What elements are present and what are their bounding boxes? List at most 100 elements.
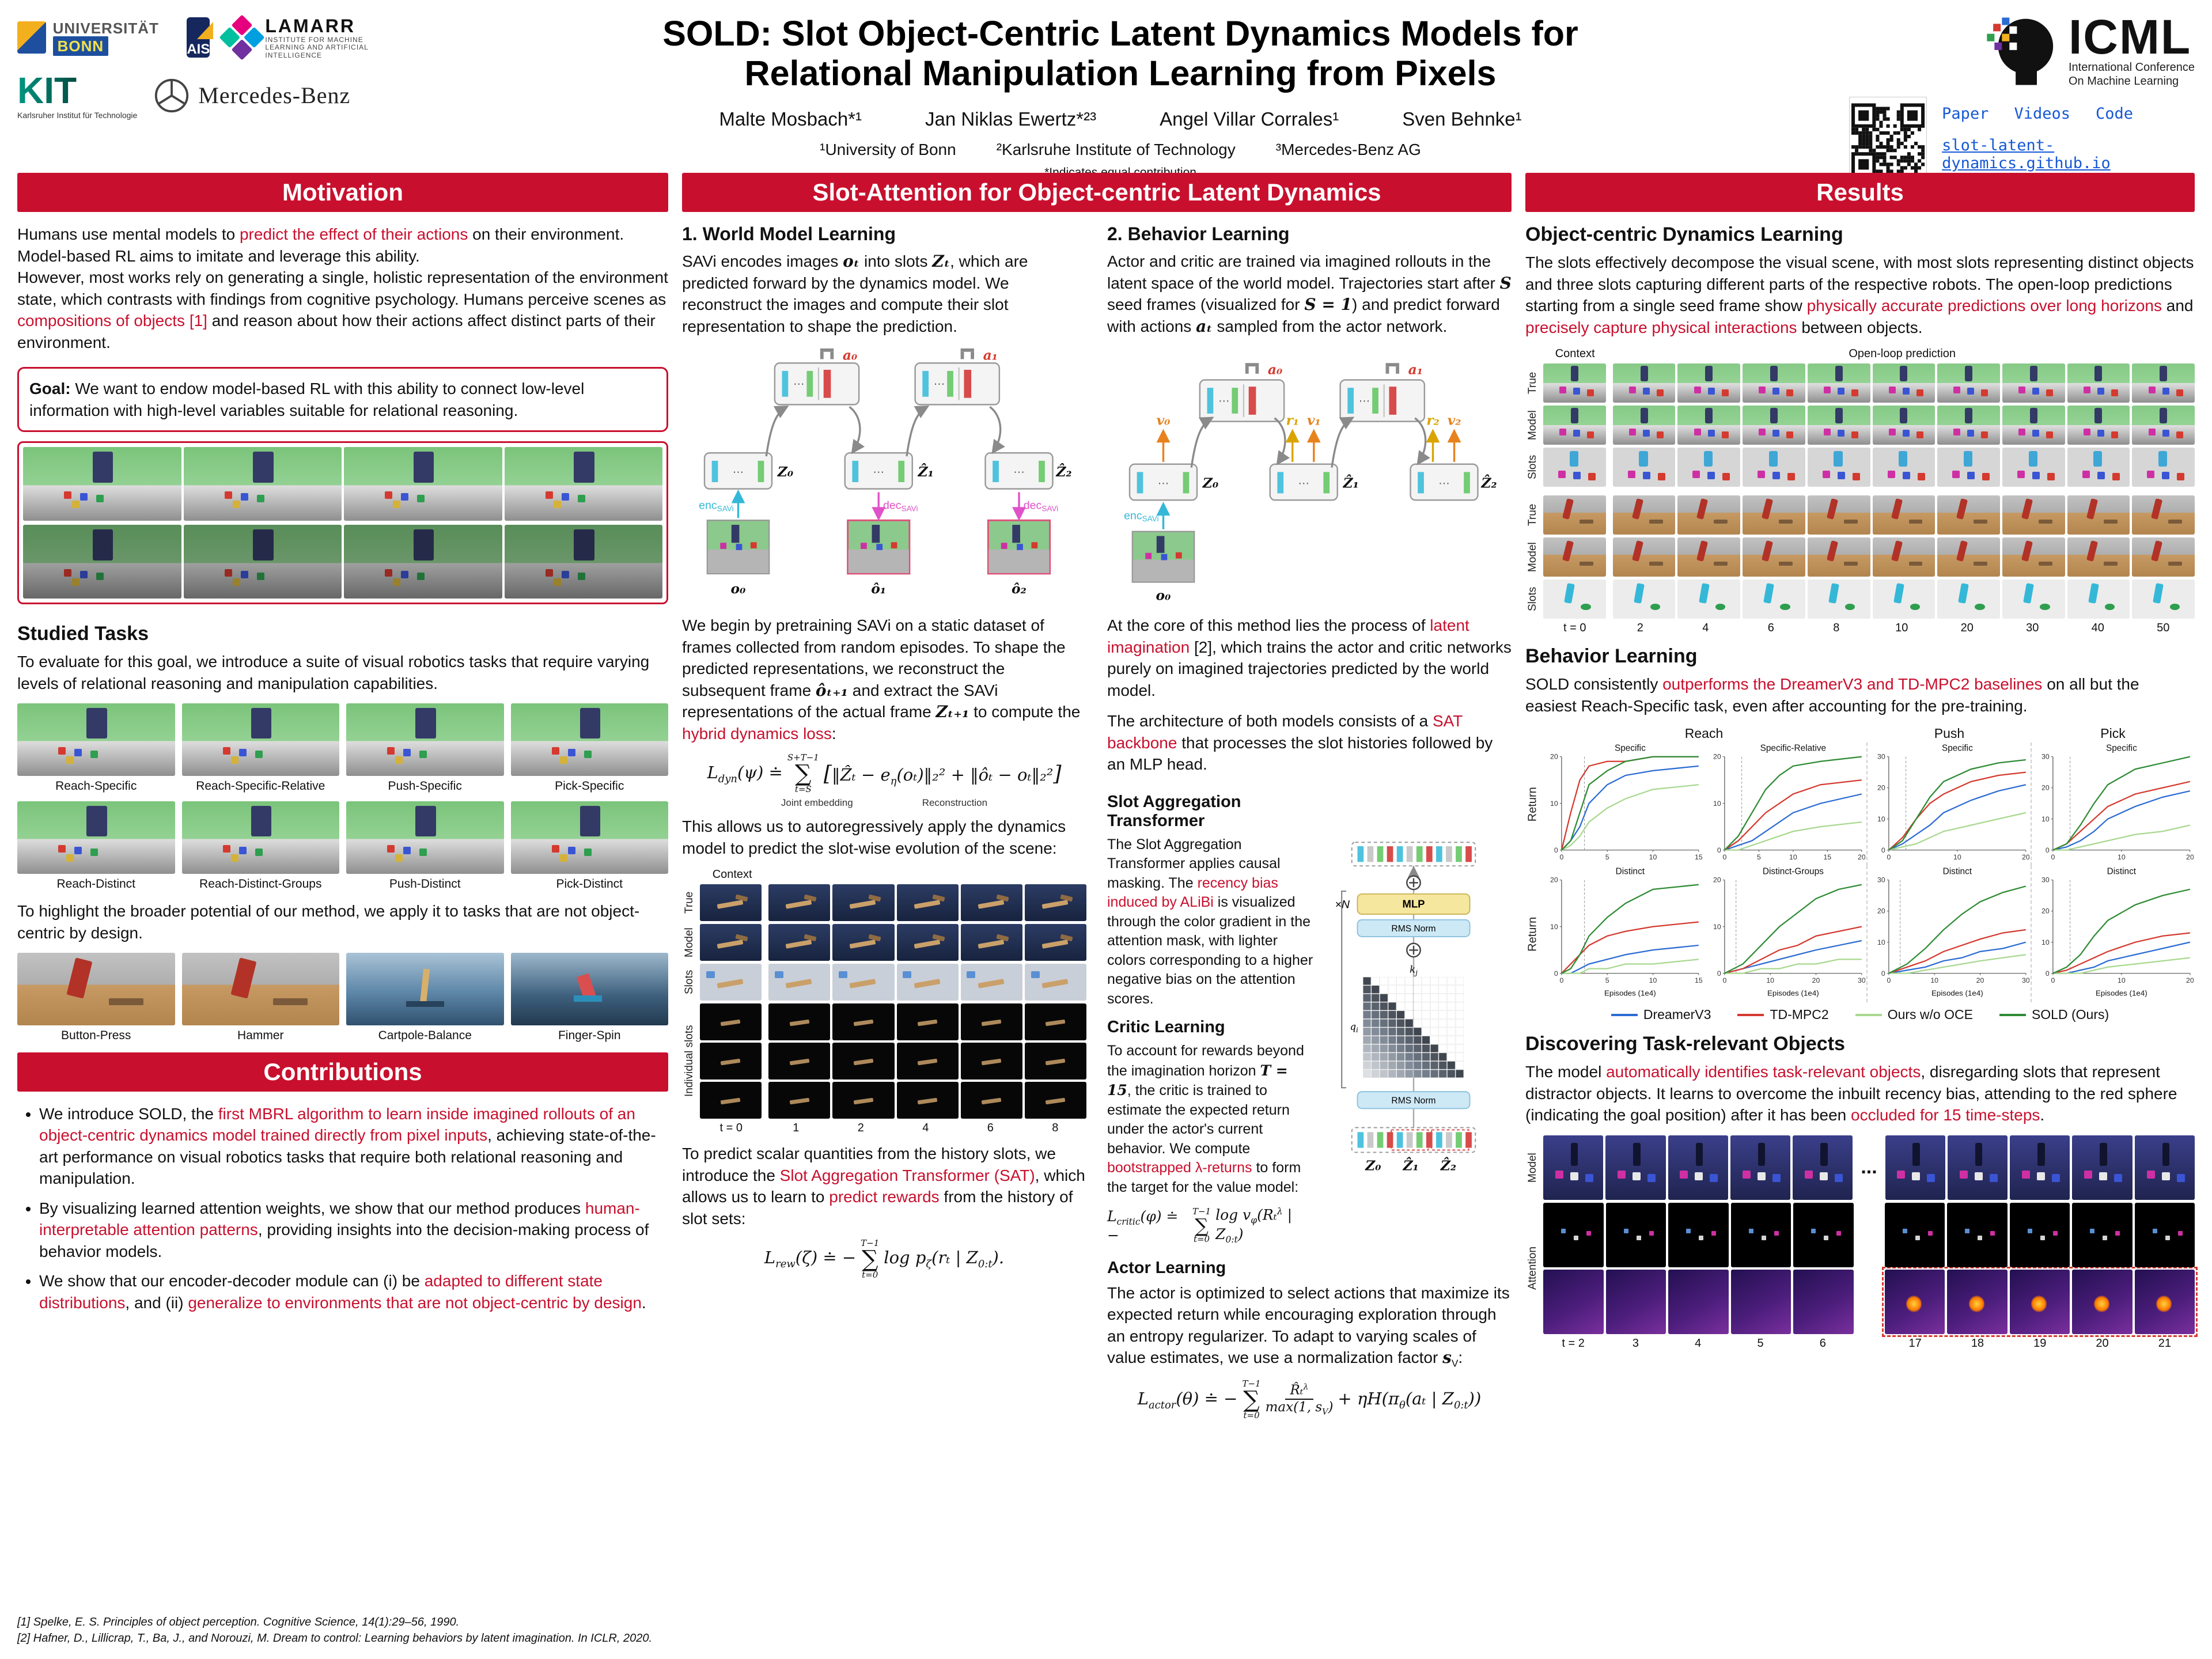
project-site-link[interactable]: slot-latent-dynamics.github.io	[1942, 137, 2111, 172]
svg-text:Episodes (1e4): Episodes (1e4)	[1767, 989, 1819, 998]
scene-cell	[344, 525, 502, 599]
scene-cell	[1677, 579, 1741, 619]
header: UNIVERSITÄT BONN AIS LAMARR INSTITUTE FOR…	[17, 10, 2195, 183]
row-label-slots: Slots	[1527, 586, 1539, 612]
chart-panel-reach-specific: Specific 0 10 20 0 5 10 15	[1540, 743, 1703, 866]
row-label-model: Model	[683, 927, 695, 958]
videos-link[interactable]: Videos	[2014, 105, 2070, 123]
observation-thumb	[706, 520, 770, 575]
chart-panel-reach-distinct-groups: Distinct-Groups 0 10 20 0 10 20 30 Episodes (1e4…	[1703, 866, 1866, 1002]
contribution-item: By visualizing learned attention weights…	[39, 1198, 668, 1263]
scene-cell	[183, 525, 342, 599]
svg-text:20: 20	[1858, 853, 1865, 861]
z2-label: Ẑ₂	[1440, 1157, 1456, 1174]
query-index-label: qi	[1350, 1021, 1358, 1034]
scene-cell	[1793, 1269, 1854, 1334]
output-slot-bars	[1357, 846, 1472, 862]
svg-text:Distinct: Distinct	[2107, 867, 2137, 877]
scene-cell	[1872, 406, 1936, 445]
paper-link[interactable]: Paper	[1942, 105, 1989, 123]
code-link[interactable]: Code	[2096, 105, 2134, 123]
method-column: Slot-Attention for Object-centric Latent…	[682, 173, 1512, 1646]
sat-architecture-diagram: MLP RMS Norm ×N kj qi R	[1335, 842, 1476, 1174]
rollout-row	[700, 884, 1087, 922]
scene-cell	[2072, 1135, 2133, 1200]
scene-cell	[1884, 1202, 1945, 1267]
o1-label: ô₁	[871, 581, 886, 597]
uni-bonn-emblem-icon	[17, 21, 46, 54]
critic-paragraph: To account for rewards beyond the imagin…	[1107, 1043, 1304, 1195]
task-label: Hammer	[237, 1029, 284, 1043]
chart-panel-pick-specific: Specific 0 10 20 30 0 10 20	[2031, 743, 2195, 866]
svg-text:20: 20	[1877, 784, 1885, 792]
scene-cell	[1543, 363, 1606, 403]
group-push: Push	[1934, 726, 1965, 741]
scene-cell	[896, 924, 959, 961]
svg-text:10: 10	[1953, 853, 1961, 861]
world-model-subcolumn: 1. World Model Learning SAVi encodes ima…	[682, 224, 1087, 1426]
gripper-icon	[820, 348, 834, 359]
time-axis: 17 18 19 20 21	[1908, 1336, 2171, 1350]
motivation-column: Motivation Humans use mental models to p…	[17, 173, 668, 1646]
scene-cell	[768, 964, 831, 1001]
learning-curves: Reach Push Pick Return Specific 0 10 20 0 5 10…	[1525, 726, 2195, 1022]
legend-label: SOLD (Ours)	[2031, 1007, 2109, 1022]
transition-box: ⋯	[1199, 379, 1285, 422]
scene-cell	[1872, 363, 1936, 403]
scene-cell	[2067, 579, 2130, 619]
model-row	[1543, 1135, 1853, 1200]
scene-cell	[832, 1082, 895, 1119]
scene-cell	[1885, 1135, 1945, 1200]
title-line-2: Relational Manipulation Learning from Pi…	[744, 53, 1497, 93]
affiliations: ¹University of Bonn ²Karlsruhe Institute…	[415, 141, 1826, 159]
scene-cell	[1872, 537, 1936, 577]
kit-label: KIT	[17, 72, 137, 109]
svg-text:10: 10	[1877, 815, 1885, 823]
reconstruction-label: Reconstruction	[922, 797, 988, 809]
pretraining-paragraph: We begin by pretraining SAVi on a static…	[682, 616, 1081, 743]
world-model-heading: 1. World Model Learning	[682, 224, 896, 244]
behavior-subcolumn: 2. Behavior Learning Actor and critic ar…	[1107, 224, 1512, 1426]
lamarr-label: LAMARR	[265, 16, 355, 36]
task-label: Push-Specific	[388, 779, 462, 793]
svg-text:⋯: ⋯	[1218, 395, 1230, 407]
v2-label: v₂	[1448, 412, 1461, 429]
svg-text:0: 0	[1554, 846, 1558, 854]
task-image	[181, 953, 339, 1026]
svg-text:⋯: ⋯	[1359, 395, 1370, 407]
scene-cell	[2134, 1269, 2195, 1334]
scene-cell	[1937, 406, 2000, 445]
affiliation: ²Karlsruhe Institute of Technology	[996, 140, 1236, 158]
ellipsis: ...	[1861, 1156, 1877, 1179]
behavior-diagram: ⋯ a₀ ⋯	[1124, 362, 1497, 604]
scene-cell	[1668, 1269, 1729, 1334]
footnote: [1] Spelke, E. S. Principles of object p…	[17, 1616, 460, 1628]
svg-text:30: 30	[1877, 876, 1885, 884]
summation: T−1 ∑ t=0	[1192, 1206, 1211, 1245]
observation-thumb	[1131, 531, 1195, 583]
scene-cell	[960, 1003, 1022, 1041]
rms-norm-label: RMS Norm	[1391, 924, 1435, 934]
scene-cell	[896, 1003, 959, 1041]
scene-cell	[1543, 579, 1606, 619]
svg-text:⋯: ⋯	[793, 378, 805, 391]
gripper-icon	[1385, 363, 1399, 374]
svg-text:5: 5	[1605, 853, 1609, 861]
charts-row-2: Distinct 0 10 20 0 5 10 15 Episodes (1e4) Distinc…	[1540, 866, 2195, 1003]
contribution-item: We introduce SOLD, the first MBRL algori…	[39, 1103, 668, 1190]
scene-cell	[2067, 537, 2130, 577]
task-label: Pick-Distinct	[556, 877, 623, 891]
sat-text-column: Slot Aggregation Transformer The Slot Ag…	[1107, 785, 1316, 1251]
scene-cell	[768, 884, 831, 922]
svg-text:15: 15	[1695, 853, 1702, 861]
residual-add-icon	[1406, 875, 1421, 891]
svg-text:0: 0	[1881, 846, 1885, 854]
attention-mask	[1363, 976, 1464, 1078]
scene-cell	[23, 447, 181, 521]
scene-cell	[1807, 537, 1870, 577]
scene-cell	[2067, 363, 2130, 403]
scene-cell	[960, 1043, 1022, 1080]
scene-cell	[700, 924, 762, 961]
flow-arrow	[989, 406, 1005, 454]
transition-box: ⋯	[1339, 379, 1426, 422]
